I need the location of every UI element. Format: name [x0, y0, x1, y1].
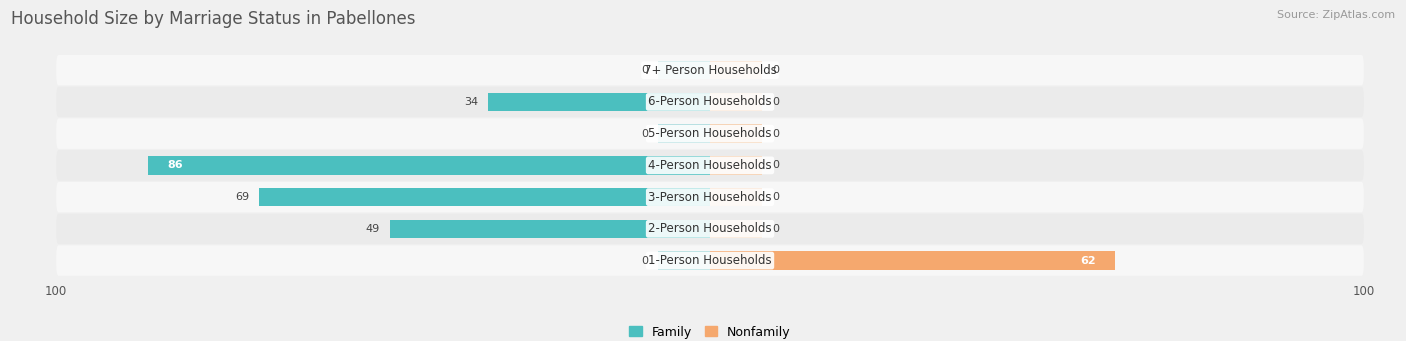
Bar	[389, 220, 710, 238]
Bar	[488, 93, 710, 111]
Bar	[710, 61, 762, 79]
Bar	[710, 251, 1115, 270]
Bar	[710, 93, 762, 111]
Text: 1-Person Households: 1-Person Households	[648, 254, 772, 267]
Bar	[658, 61, 710, 79]
Bar	[658, 124, 710, 143]
Text: 0: 0	[641, 129, 648, 139]
Bar	[259, 188, 710, 206]
FancyBboxPatch shape	[56, 87, 1364, 117]
Text: 6-Person Households: 6-Person Households	[648, 95, 772, 108]
Bar	[710, 124, 762, 143]
Text: 2-Person Households: 2-Person Households	[648, 222, 772, 235]
FancyBboxPatch shape	[56, 118, 1364, 149]
Text: 0: 0	[772, 129, 779, 139]
Text: Household Size by Marriage Status in Pabellones: Household Size by Marriage Status in Pab…	[11, 10, 416, 28]
FancyBboxPatch shape	[56, 150, 1364, 181]
Text: 34: 34	[464, 97, 478, 107]
Text: 0: 0	[772, 224, 779, 234]
Text: Source: ZipAtlas.com: Source: ZipAtlas.com	[1277, 10, 1395, 20]
FancyBboxPatch shape	[56, 55, 1364, 86]
Text: 0: 0	[772, 192, 779, 202]
Text: 7+ Person Households: 7+ Person Households	[644, 64, 776, 77]
Text: 69: 69	[235, 192, 249, 202]
Text: 0: 0	[772, 97, 779, 107]
Bar	[658, 251, 710, 270]
Text: 0: 0	[641, 256, 648, 266]
FancyBboxPatch shape	[56, 246, 1364, 276]
Bar	[710, 156, 762, 175]
Text: 4-Person Households: 4-Person Households	[648, 159, 772, 172]
Bar	[710, 220, 762, 238]
Text: 0: 0	[641, 65, 648, 75]
Text: 86: 86	[167, 160, 183, 170]
Bar	[148, 156, 710, 175]
Text: 49: 49	[366, 224, 380, 234]
Bar	[710, 188, 762, 206]
FancyBboxPatch shape	[56, 182, 1364, 212]
Text: 0: 0	[772, 65, 779, 75]
Text: 3-Person Households: 3-Person Households	[648, 191, 772, 204]
Legend: Family, Nonfamily: Family, Nonfamily	[624, 321, 796, 341]
Text: 0: 0	[772, 160, 779, 170]
FancyBboxPatch shape	[56, 213, 1364, 244]
Text: 5-Person Households: 5-Person Households	[648, 127, 772, 140]
Text: 62: 62	[1080, 256, 1095, 266]
